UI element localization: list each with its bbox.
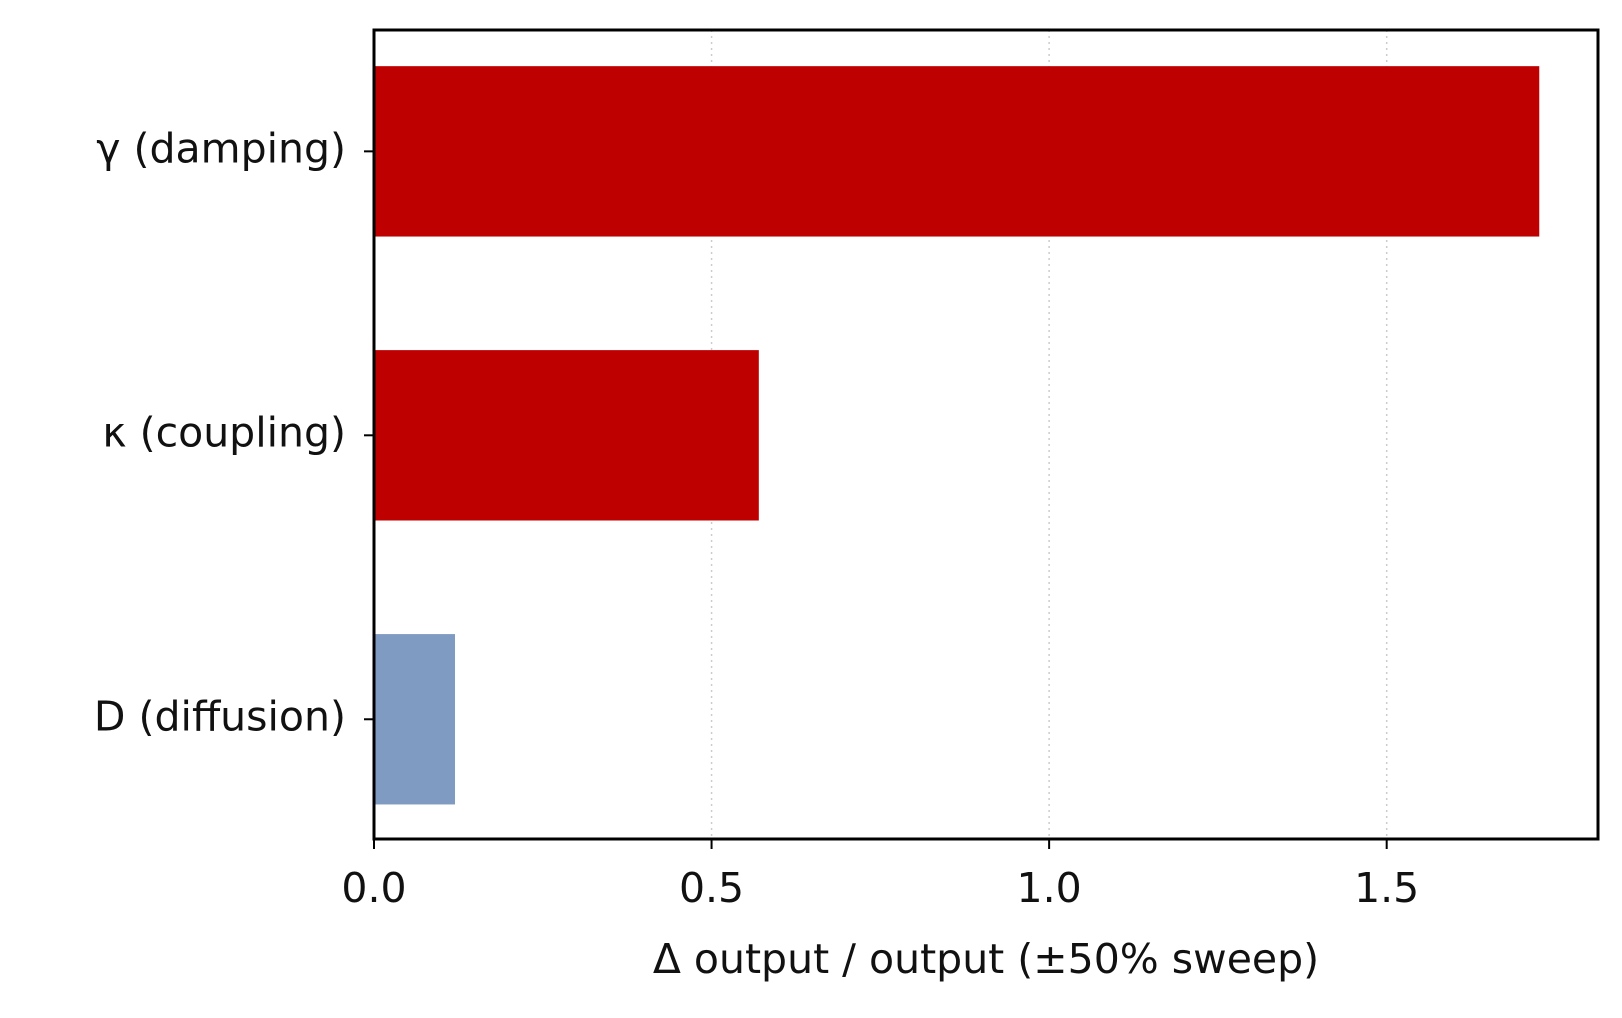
x-tick-label: 0.0 — [341, 864, 406, 912]
x-tick-label: 0.5 — [679, 864, 744, 912]
plot-frame — [372, 28, 1600, 841]
x-axis-label: Δ output / output (±50% sweep) — [653, 935, 1319, 983]
y-tick-label: γ (damping) — [96, 124, 346, 172]
y-tick-label: D (diffusion) — [94, 692, 346, 740]
bar — [374, 350, 759, 521]
x-tick-label: 1.5 — [1354, 864, 1419, 912]
y-tick-label: κ (coupling) — [102, 408, 346, 456]
bar — [374, 66, 1540, 237]
x-tick-label: 1.0 — [1017, 864, 1082, 912]
bar — [374, 634, 456, 805]
